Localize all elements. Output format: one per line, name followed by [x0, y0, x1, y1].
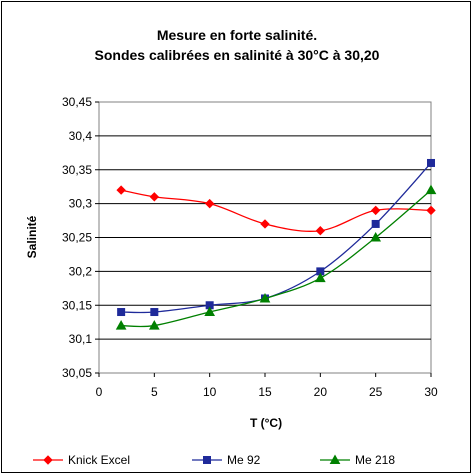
data-point-me-218 [314, 272, 326, 283]
data-point-knick-excel [204, 198, 215, 209]
data-point-me-218 [259, 292, 271, 303]
legend-item-knick-excel: Knick Excel [33, 453, 130, 467]
legend-marker [203, 456, 211, 464]
data-point-me-92 [427, 158, 435, 167]
x-tick-label: 25 [369, 385, 383, 399]
y-axis-title: Salinité [25, 215, 39, 258]
y-tick-label: 30,25 [62, 231, 92, 245]
y-tick-label: 30,2 [69, 264, 93, 278]
data-point-knick-excel [426, 205, 436, 216]
data-point-knick-excel [149, 192, 160, 202]
y-tick-label: 30,15 [62, 298, 92, 312]
legend-item-me-92: Me 92 [192, 453, 261, 467]
y-tick-label: 30,4 [69, 129, 93, 143]
data-point-me-218 [425, 184, 437, 195]
y-tick-label: 30,05 [62, 366, 92, 380]
y-tick-label: 30,35 [62, 163, 92, 177]
data-point-me-218 [370, 231, 382, 242]
data-point-knick-excel [260, 219, 270, 229]
data-point-knick-excel [315, 226, 326, 236]
series-me-218 [115, 184, 437, 330]
legend-label: Me 218 [355, 453, 395, 467]
data-point-me-218 [204, 306, 216, 317]
chart-title-line-2: Sondes calibrées en salinité à 30°C à 30… [95, 47, 380, 63]
series-knick-excel [116, 185, 436, 236]
data-point-knick-excel [116, 185, 126, 195]
data-point-me-218 [148, 320, 160, 330]
x-tick-label: 10 [203, 385, 217, 399]
data-point-me-92 [117, 308, 126, 317]
y-tick-label: 30,45 [62, 95, 92, 109]
x-axis-title: T (°C) [250, 416, 282, 430]
y-tick-label: 30,3 [69, 197, 93, 211]
legend-marker [43, 455, 53, 465]
data-point-me-218 [115, 320, 127, 330]
legend-marker [329, 454, 341, 464]
x-tick-label: 30 [424, 385, 438, 399]
series [115, 158, 437, 330]
data-point-me-92 [150, 308, 159, 317]
legend-label: Knick Excel [68, 453, 130, 467]
data-point-me-92 [371, 219, 380, 228]
legend: Knick Excel Me 92 Me 218 [33, 453, 395, 467]
x-tick-label: 0 [96, 385, 103, 399]
chart-title-line-1: Mesure en forte salinité. [157, 27, 317, 43]
legend-label: Me 92 [227, 453, 261, 467]
y-tick-label: 30,1 [69, 332, 93, 346]
legend-item-me-218: Me 218 [320, 453, 395, 467]
x-tick-label: 20 [314, 385, 328, 399]
data-point-knick-excel [370, 205, 381, 216]
x-tick-label: 5 [151, 385, 158, 399]
y-axis: 30,05 30,1 30,15 30,2 30,25 30,3 30,35 30,4 30,4… [62, 95, 99, 380]
x-axis: 0 5 10 15 20 25 30 [96, 373, 438, 399]
x-tick-label: 15 [258, 385, 272, 399]
